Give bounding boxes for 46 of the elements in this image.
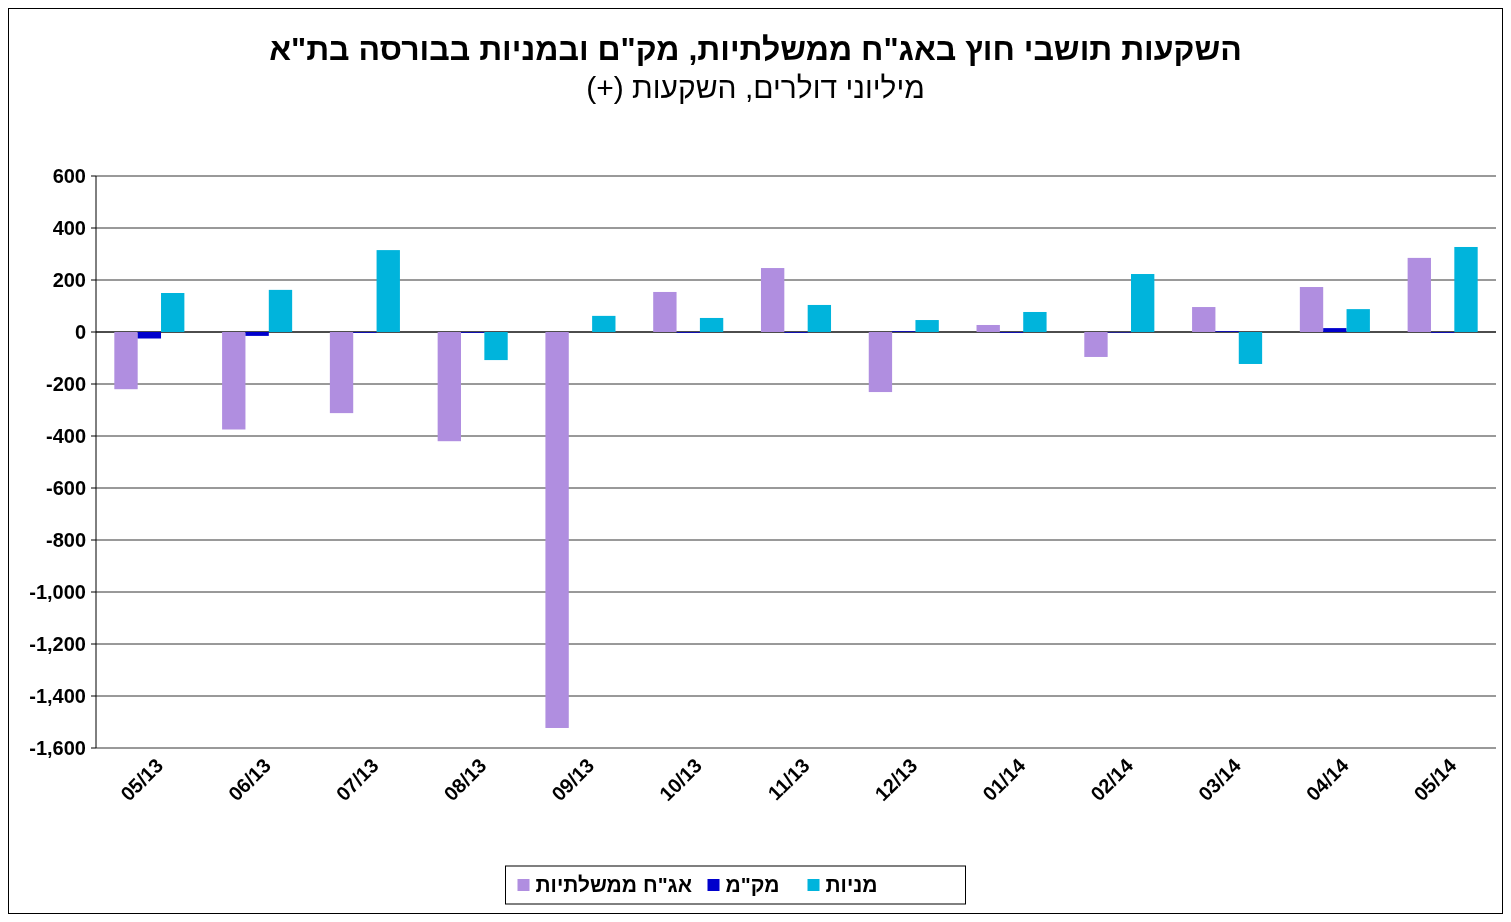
bar <box>1407 257 1431 332</box>
y-tick-label: -800 <box>45 529 86 551</box>
bar <box>1023 311 1047 332</box>
bar <box>1323 328 1347 332</box>
bar <box>245 332 269 336</box>
bar <box>592 315 616 332</box>
y-tick-label: -200 <box>45 373 86 395</box>
y-tick-label: -600 <box>45 477 86 499</box>
y-tick-label: 400 <box>52 217 86 239</box>
y-tick-label: 0 <box>74 321 86 343</box>
legend-label: מניות <box>825 873 878 896</box>
y-tick-label: -1,200 <box>29 633 86 655</box>
y-tick-label: 600 <box>52 165 86 187</box>
bar <box>807 304 832 332</box>
bar <box>1299 287 1324 332</box>
y-tick-label: -1,600 <box>29 737 86 759</box>
bar <box>1346 309 1370 332</box>
bar <box>1454 246 1478 332</box>
bar <box>699 317 724 332</box>
y-tick-label: 200 <box>52 269 86 291</box>
chart-subtitle: מיליוני דולרים, השקעות (+) <box>586 71 925 104</box>
bar <box>484 332 508 361</box>
bar <box>1238 332 1263 364</box>
bar <box>868 332 893 393</box>
bar <box>137 332 162 339</box>
bar <box>1084 332 1108 357</box>
bar <box>915 320 939 332</box>
bar <box>329 332 354 414</box>
legend-label: אג"ח ממשלתיות <box>535 873 692 896</box>
bar <box>976 324 1000 332</box>
bar <box>1192 307 1216 332</box>
bar <box>268 289 293 332</box>
bar <box>653 291 677 332</box>
y-tick-label: -1,400 <box>29 685 86 707</box>
bar <box>376 250 400 332</box>
bar <box>222 332 246 430</box>
bar <box>437 332 461 442</box>
bar <box>760 268 785 332</box>
bar <box>1131 274 1155 332</box>
y-tick-label: -400 <box>45 425 86 447</box>
bar <box>114 332 138 390</box>
bar <box>545 332 569 728</box>
legend-label: מק"מ <box>725 873 780 896</box>
y-tick-label: -1,000 <box>29 581 86 603</box>
chart-title: השקעות תושבי חוץ באג"ח ממשלתיות, מק"ם ובמניות בבורסה בת"א <box>269 31 1242 67</box>
bar <box>161 293 185 332</box>
